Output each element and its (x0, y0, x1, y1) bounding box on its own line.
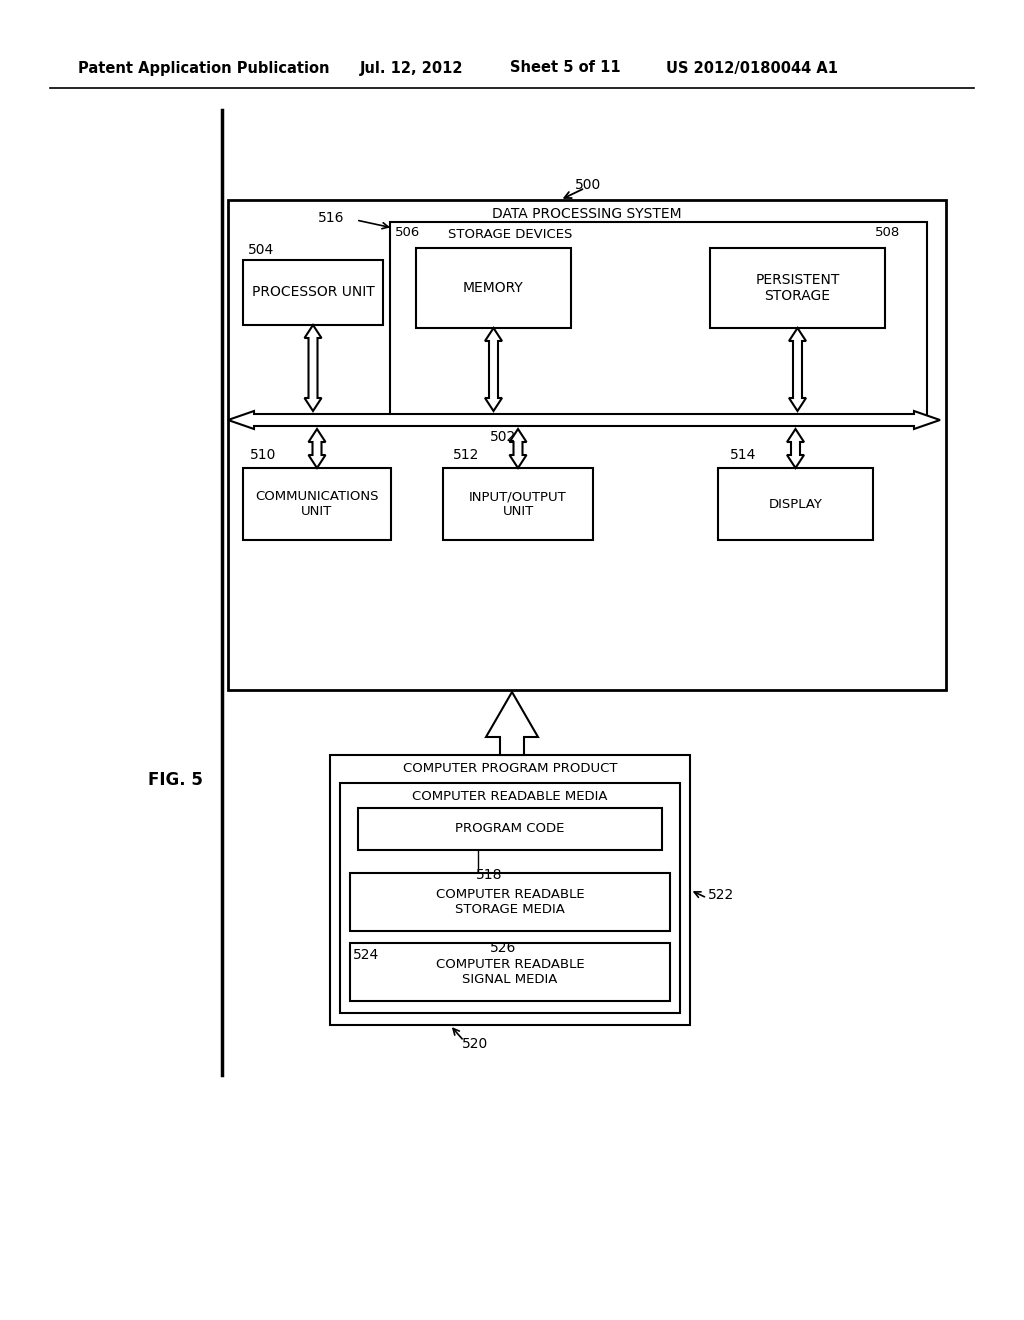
Polygon shape (304, 325, 322, 411)
Text: 522: 522 (708, 888, 734, 902)
Text: 524: 524 (353, 948, 379, 962)
Bar (718, 469, 873, 540)
Text: INPUT/OUTPUT
UNIT: INPUT/OUTPUT UNIT (469, 490, 567, 517)
Bar (243, 469, 391, 540)
Bar (358, 808, 662, 850)
Text: COMPUTER READABLE
SIGNAL MEDIA: COMPUTER READABLE SIGNAL MEDIA (435, 958, 585, 986)
Polygon shape (486, 692, 538, 755)
Bar (350, 942, 670, 1001)
Text: STORAGE DEVICES: STORAGE DEVICES (447, 228, 572, 242)
Text: 510: 510 (250, 447, 276, 462)
Text: PERSISTENT
STORAGE: PERSISTENT STORAGE (756, 273, 840, 304)
Text: Patent Application Publication: Patent Application Publication (78, 61, 330, 75)
Polygon shape (790, 327, 806, 411)
Text: MEMORY: MEMORY (463, 281, 524, 294)
Bar (416, 248, 571, 327)
Text: 512: 512 (453, 447, 479, 462)
Text: DISPLAY: DISPLAY (769, 498, 822, 511)
Bar (350, 873, 670, 931)
Text: COMPUTER PROGRAM PRODUCT: COMPUTER PROGRAM PRODUCT (402, 763, 617, 776)
Text: Sheet 5 of 11: Sheet 5 of 11 (510, 61, 621, 75)
Polygon shape (308, 429, 326, 469)
Text: Jul. 12, 2012: Jul. 12, 2012 (360, 61, 464, 75)
Bar (243, 260, 383, 325)
Text: 504: 504 (248, 243, 274, 257)
Polygon shape (228, 411, 940, 429)
Text: COMMUNICATIONS
UNIT: COMMUNICATIONS UNIT (255, 490, 379, 517)
Bar (710, 248, 885, 327)
Polygon shape (485, 327, 502, 411)
Bar (340, 783, 680, 1012)
Bar (228, 201, 946, 690)
Text: FIG. 5: FIG. 5 (148, 771, 203, 789)
Text: 518: 518 (476, 869, 503, 882)
Text: 508: 508 (874, 226, 900, 239)
Text: COMPUTER READABLE
STORAGE MEDIA: COMPUTER READABLE STORAGE MEDIA (435, 888, 585, 916)
Bar (330, 755, 690, 1026)
Text: 506: 506 (395, 226, 420, 239)
Polygon shape (510, 429, 526, 469)
Text: US 2012/0180044 A1: US 2012/0180044 A1 (666, 61, 838, 75)
Text: PROGRAM CODE: PROGRAM CODE (456, 822, 564, 836)
Text: 520: 520 (462, 1038, 488, 1051)
Text: 516: 516 (318, 211, 344, 224)
Text: PROCESSOR UNIT: PROCESSOR UNIT (252, 285, 375, 300)
Bar (390, 222, 927, 417)
Text: 500: 500 (575, 178, 601, 191)
Text: 526: 526 (490, 941, 516, 954)
Bar (443, 469, 593, 540)
Text: COMPUTER READABLE MEDIA: COMPUTER READABLE MEDIA (413, 789, 608, 803)
Text: DATA PROCESSING SYSTEM: DATA PROCESSING SYSTEM (493, 207, 682, 220)
Polygon shape (787, 429, 804, 469)
Text: 514: 514 (730, 447, 757, 462)
Text: 502: 502 (490, 430, 516, 444)
